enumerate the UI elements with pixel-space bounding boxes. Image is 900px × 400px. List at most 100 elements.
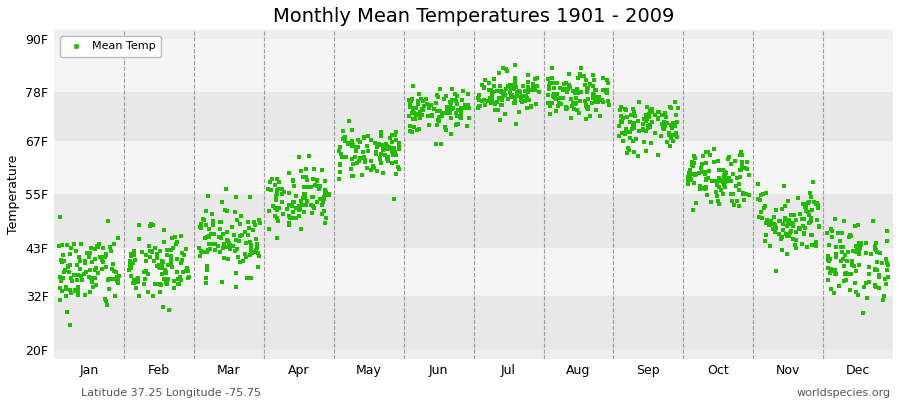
Point xyxy=(719,178,733,185)
Point xyxy=(90,270,104,276)
Point xyxy=(83,267,97,274)
Point xyxy=(821,254,835,260)
Point xyxy=(806,241,820,248)
Point xyxy=(870,249,885,256)
Point xyxy=(457,102,472,108)
Point xyxy=(740,158,754,165)
Point xyxy=(868,284,883,291)
Point xyxy=(835,248,850,255)
Point xyxy=(642,114,656,120)
Point xyxy=(298,191,312,198)
Point xyxy=(551,103,565,109)
Point xyxy=(848,279,862,286)
Point xyxy=(124,250,139,257)
Point xyxy=(389,152,403,158)
Point xyxy=(67,272,81,278)
Point xyxy=(828,267,842,274)
Point xyxy=(797,201,812,207)
Point xyxy=(861,279,876,286)
Point xyxy=(164,246,178,253)
Point xyxy=(475,81,490,88)
Point xyxy=(415,106,429,112)
Point xyxy=(425,112,439,118)
Point xyxy=(739,190,753,197)
Point xyxy=(579,98,593,104)
Point xyxy=(752,214,766,220)
Point xyxy=(868,266,882,273)
Point xyxy=(289,193,303,200)
Point xyxy=(809,243,824,249)
Point xyxy=(738,165,752,171)
Point xyxy=(490,99,504,106)
Point xyxy=(292,206,306,213)
Point xyxy=(306,203,320,210)
Point xyxy=(103,243,117,250)
Point xyxy=(99,251,113,258)
Point xyxy=(786,223,800,229)
Point xyxy=(879,281,894,287)
Point xyxy=(802,190,816,196)
Point xyxy=(143,254,157,260)
Point xyxy=(204,231,219,237)
Point xyxy=(230,237,244,244)
Point xyxy=(504,86,518,92)
Point xyxy=(287,199,302,206)
Point xyxy=(376,147,391,153)
Point xyxy=(592,113,607,120)
Point xyxy=(508,75,522,81)
Point xyxy=(698,149,713,155)
Point xyxy=(214,279,229,286)
Point xyxy=(372,141,386,148)
Point xyxy=(822,257,836,264)
Point xyxy=(406,105,420,111)
Point xyxy=(356,134,371,140)
Point xyxy=(599,89,614,96)
Point xyxy=(754,208,769,215)
Point xyxy=(824,256,838,262)
Point xyxy=(75,276,89,283)
Point xyxy=(251,264,266,270)
Point xyxy=(156,303,170,310)
Point xyxy=(345,138,359,144)
Point xyxy=(441,105,455,111)
Point xyxy=(786,236,800,242)
Point xyxy=(559,80,573,87)
Point xyxy=(732,203,746,209)
Point xyxy=(786,221,800,227)
Point xyxy=(759,231,773,238)
Point xyxy=(357,157,372,164)
Point xyxy=(491,70,506,76)
Point xyxy=(562,71,577,77)
Point xyxy=(842,287,857,293)
Point xyxy=(485,88,500,95)
Point xyxy=(868,266,883,272)
Point xyxy=(450,101,464,108)
Point xyxy=(207,231,221,237)
Bar xyxy=(54,92,893,141)
Point xyxy=(783,229,797,236)
Point xyxy=(716,167,730,173)
Point xyxy=(269,197,284,204)
Point xyxy=(392,165,406,172)
Point xyxy=(270,186,284,193)
Point xyxy=(564,114,579,121)
Point xyxy=(307,166,321,173)
Point xyxy=(124,265,139,271)
Point xyxy=(423,102,437,108)
Point xyxy=(89,242,104,249)
Point xyxy=(416,98,430,104)
Point xyxy=(440,104,454,110)
Point xyxy=(144,248,158,254)
Point xyxy=(87,267,102,273)
Point xyxy=(580,86,594,92)
Point xyxy=(704,199,718,206)
Point xyxy=(404,98,419,104)
Point xyxy=(84,274,98,281)
Point xyxy=(795,215,809,222)
Point xyxy=(167,234,182,240)
Point xyxy=(315,211,329,217)
Point xyxy=(310,178,325,184)
Point xyxy=(640,116,654,122)
Point xyxy=(716,191,731,198)
Point xyxy=(688,171,703,178)
